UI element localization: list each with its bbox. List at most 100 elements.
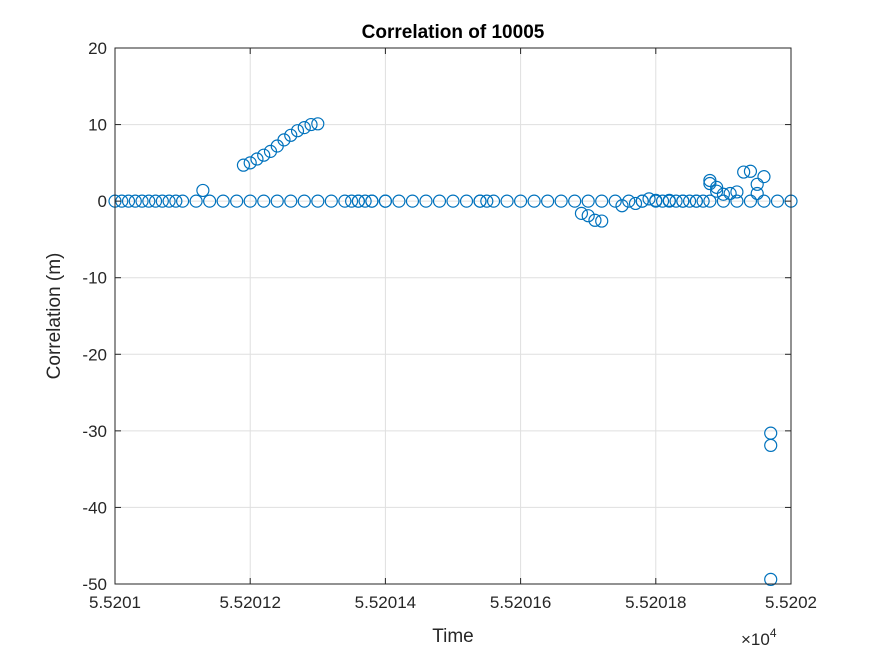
data-point [196, 183, 210, 198]
y-tick-label: -20 [82, 345, 107, 364]
ticks: 5.5201 5.52012 5.52014 5.52016 5.52018 5.5202… [82, 39, 817, 612]
data-point [703, 194, 717, 208]
data-point [750, 177, 764, 191]
data-point [581, 209, 595, 223]
data-point [730, 194, 744, 208]
data-point [568, 194, 582, 208]
y-tick-label: -50 [82, 575, 107, 594]
data-point [284, 128, 298, 142]
data-point [581, 194, 595, 208]
data-point [392, 194, 406, 208]
data-point [764, 572, 778, 587]
data-point [541, 194, 555, 208]
data-point [703, 173, 717, 188]
data-points [108, 117, 798, 587]
data-point [236, 158, 251, 172]
y-tick-label: -40 [82, 498, 107, 517]
data-point [419, 194, 433, 208]
data-point [243, 156, 257, 170]
data-point [155, 194, 169, 208]
data-point [338, 194, 352, 208]
data-point [737, 165, 751, 179]
data-point [432, 194, 447, 208]
chart-title: Correlation of 10005 [362, 22, 545, 43]
data-point [162, 194, 176, 208]
x-tick-label: 5.52016 [490, 593, 551, 612]
data-point [311, 194, 325, 208]
data-point [230, 194, 244, 208]
x-exponent-base: ×10 [741, 630, 770, 649]
y-tick-label: -30 [82, 422, 107, 441]
plot-area [115, 48, 791, 584]
x-tick-label: 5.52012 [219, 593, 280, 612]
data-point [345, 194, 359, 208]
data-point [588, 213, 602, 227]
data-point [351, 194, 365, 208]
data-point [669, 194, 683, 208]
data-point [290, 124, 305, 138]
plot-frame [114, 47, 792, 585]
x-tick-label: 5.52014 [355, 593, 416, 612]
data-point [486, 194, 501, 208]
data-point [622, 194, 636, 208]
data-point [446, 194, 460, 208]
data-point [176, 194, 190, 208]
x-exponent-label: ×104 [741, 626, 777, 649]
y-axis-label: Correlation (m) [44, 253, 65, 380]
data-point [750, 186, 764, 201]
y-tick-label: 0 [98, 192, 107, 211]
data-point [703, 176, 717, 191]
data-point [527, 194, 541, 208]
data-point [121, 194, 136, 208]
y-tick-label: 20 [88, 39, 107, 58]
x-axis-label: Time [432, 626, 474, 647]
y-tick-label: -10 [82, 269, 107, 288]
data-point [689, 194, 703, 208]
data-point [608, 194, 622, 208]
data-point [757, 170, 771, 184]
data-point [770, 194, 785, 208]
data-point [710, 184, 724, 198]
data-point [358, 194, 372, 208]
data-point [554, 194, 568, 208]
data-point [743, 194, 758, 208]
data-point [243, 194, 257, 208]
data-point [459, 194, 474, 208]
x-tick-label: 5.5201 [89, 593, 141, 612]
data-point [297, 194, 311, 208]
data-point [649, 193, 663, 207]
data-point [473, 194, 487, 208]
data-point [378, 194, 392, 208]
data-point [405, 194, 420, 208]
data-point [655, 194, 670, 208]
data-point [642, 192, 656, 206]
data-point [284, 194, 298, 208]
data-point [297, 121, 311, 135]
data-point [716, 187, 731, 201]
data-point [574, 206, 589, 220]
data-point [710, 180, 724, 194]
y-tick-label: 10 [88, 116, 107, 135]
data-point [635, 194, 649, 208]
data-point [304, 117, 318, 132]
data-point [662, 193, 676, 207]
data-point [250, 152, 264, 166]
data-point [365, 194, 379, 208]
data-point [764, 438, 778, 453]
data-point [277, 133, 291, 147]
data-point [696, 194, 710, 208]
data-point [148, 194, 163, 208]
data-point [628, 196, 643, 211]
data-point [257, 148, 271, 162]
data-point [257, 194, 271, 208]
data-point [324, 194, 338, 208]
data-point [676, 194, 690, 208]
data-point [270, 194, 284, 208]
data-point [142, 194, 156, 208]
data-point [311, 117, 325, 131]
data-point [500, 194, 514, 208]
data-point [730, 185, 744, 199]
data-point [716, 194, 731, 208]
